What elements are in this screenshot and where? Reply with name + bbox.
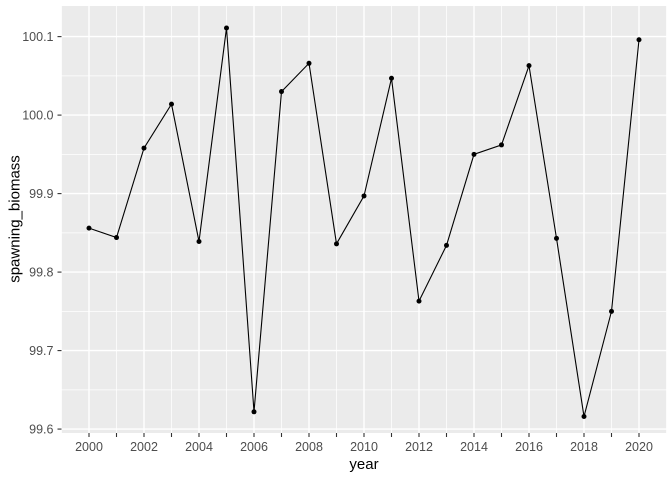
data-point: [141, 145, 147, 151]
data-point: [581, 414, 587, 420]
y-tick-label: 100.1: [22, 30, 53, 44]
y-tick-label: 99.9: [29, 187, 53, 201]
x-tick-label: 2012: [405, 440, 433, 454]
data-point: [416, 298, 422, 304]
data-point: [526, 63, 532, 69]
y-tick-label: 99.8: [29, 266, 53, 280]
data-point: [279, 89, 284, 95]
x-tick-label: 2010: [350, 440, 378, 454]
data-point: [471, 151, 477, 157]
x-tick-label: 2008: [295, 440, 323, 454]
x-tick-label: 2014: [460, 440, 488, 454]
y-tick-label: 99.7: [29, 344, 53, 358]
data-point: [251, 409, 257, 415]
y-tick-label: 100.0: [22, 109, 53, 123]
data-point: [636, 37, 642, 43]
x-tick-label: 2006: [240, 440, 268, 454]
data-point: [224, 25, 229, 31]
data-point: [361, 193, 367, 199]
data-point: [444, 242, 449, 248]
data-point: [196, 238, 202, 244]
data-point: [306, 60, 312, 66]
x-tick-label: 2004: [185, 440, 213, 454]
data-point: [114, 235, 119, 241]
data-point: [334, 241, 339, 247]
x-tick-label: 2000: [75, 440, 103, 454]
data-point: [169, 101, 174, 107]
data-point: [86, 225, 92, 231]
x-tick-label: 2002: [130, 440, 158, 454]
x-tick-label: 2020: [625, 440, 653, 454]
data-point: [499, 142, 504, 148]
data-point: [389, 75, 394, 81]
data-point: [609, 308, 614, 314]
data-point: [554, 235, 559, 241]
y-tick-label: 99.6: [29, 423, 53, 437]
x-tick-label: 2016: [515, 440, 543, 454]
x-tick-label: 2018: [570, 440, 598, 454]
